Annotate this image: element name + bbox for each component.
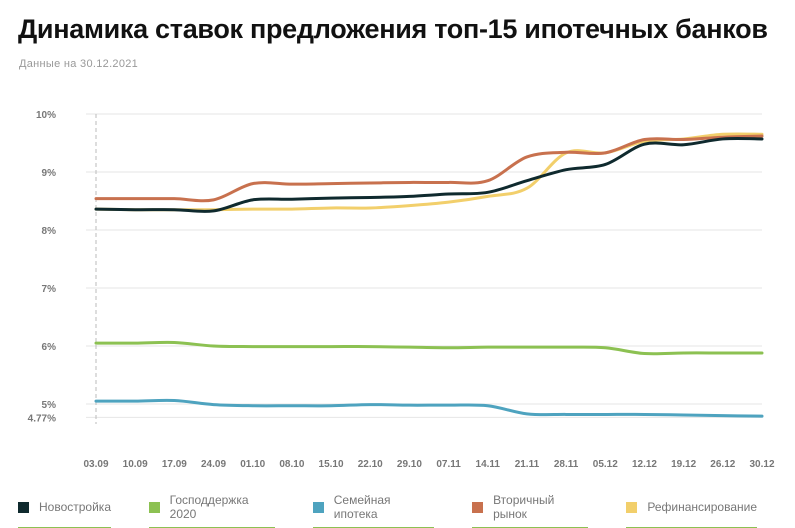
- x-tick-label: 30.12: [749, 459, 774, 470]
- series-line-0: [94, 137, 764, 213]
- y-tick-label: 4.77%: [28, 413, 56, 424]
- x-tick-label: 29.10: [397, 459, 422, 470]
- y-tick-label: 9%: [42, 168, 57, 179]
- legend-swatch: [18, 501, 29, 513]
- x-tick-label: 03.09: [83, 459, 108, 470]
- page-title: Динамика ставок предложения топ-15 ипоте…: [18, 14, 768, 44]
- legend-item[interactable]: Рефинансирование: [626, 493, 757, 528]
- series-line-1: [94, 340, 764, 356]
- x-tick-label: 19.12: [671, 459, 696, 470]
- legend-label: Новостройка: [39, 500, 111, 514]
- legend: Новостройка Господдержка 2020 Семейная ипо…: [18, 493, 795, 528]
- legend-item[interactable]: Семейная ипотека: [313, 493, 435, 528]
- legend-swatch: [472, 501, 484, 513]
- y-tick-label: 10%: [36, 110, 56, 121]
- x-tick-label: 07.11: [436, 459, 461, 470]
- series-line-3: [94, 134, 764, 203]
- legend-label: Вторичный рынок: [493, 493, 555, 521]
- legend-item[interactable]: Вторичный рынок: [472, 493, 589, 528]
- x-tick-label: 28.11: [554, 459, 579, 470]
- legend-swatch: [149, 501, 160, 513]
- x-tick-label: 17.09: [162, 459, 187, 470]
- x-tick-label: 05.12: [593, 459, 618, 470]
- legend-swatch: [626, 501, 638, 513]
- legend-label: Рефинансирование: [647, 500, 757, 514]
- x-tick-label: 21.11: [515, 459, 540, 470]
- x-tick-label: 22.10: [358, 459, 383, 470]
- x-tick-label: 01.10: [240, 459, 265, 470]
- y-tick-label: 6%: [42, 342, 57, 353]
- x-tick-label: 08.10: [279, 459, 304, 470]
- legend-label: Господдержка 2020: [169, 493, 249, 521]
- x-tick-label: 10.09: [123, 459, 148, 470]
- subtitle: Данные на 30.12.2021: [19, 58, 139, 70]
- legend-item[interactable]: Новостройка: [18, 493, 111, 528]
- series-line-2: [94, 398, 764, 418]
- y-tick-label: 5%: [42, 400, 57, 411]
- x-tick-label: 12.12: [632, 459, 657, 470]
- x-tick-label: 15.10: [319, 459, 344, 470]
- y-tick-label: 7%: [42, 284, 57, 295]
- x-tick-label: 24.09: [201, 459, 226, 470]
- legend-swatch: [313, 501, 324, 513]
- y-tick-label: 8%: [42, 226, 57, 237]
- x-tick-label: 26.12: [710, 459, 735, 470]
- x-tick-label: 14.11: [476, 459, 501, 470]
- legend-item[interactable]: Господдержка 2020: [149, 493, 276, 528]
- legend-label: Семейная ипотека: [333, 493, 391, 521]
